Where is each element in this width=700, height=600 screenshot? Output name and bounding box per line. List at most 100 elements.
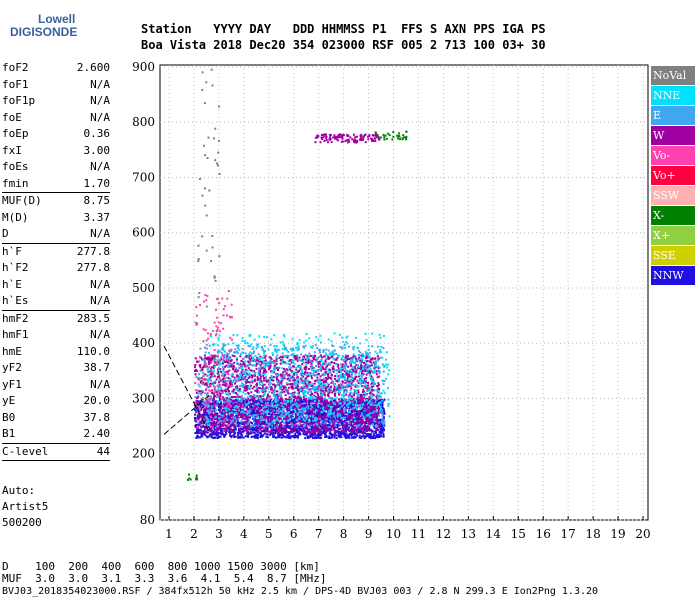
data-point [197, 427, 200, 430]
data-point [294, 425, 297, 428]
data-point [194, 423, 197, 426]
data-point [378, 375, 381, 378]
param-key: yF1 [2, 377, 22, 391]
data-point [297, 389, 300, 392]
x-tick-label: 6 [290, 527, 298, 541]
data-point [369, 417, 372, 420]
data-point [221, 389, 224, 392]
data-point [276, 369, 279, 372]
x-tick-label: 2 [190, 527, 198, 541]
x-tick-label: 18 [585, 527, 600, 541]
param-row: D N/A [2, 226, 110, 243]
data-point [262, 397, 265, 400]
data-point [288, 396, 291, 399]
data-point [312, 408, 315, 411]
data-point [230, 435, 233, 438]
data-point [247, 360, 250, 363]
data-point [219, 410, 222, 413]
data-point [263, 432, 266, 435]
data-point [326, 427, 329, 430]
data-point [296, 410, 299, 413]
param-row: h`F2 277.8 [2, 260, 110, 277]
data-point [323, 355, 326, 358]
data-point [223, 389, 226, 392]
data-point [252, 431, 255, 434]
data-point [287, 431, 290, 434]
data-point [229, 431, 232, 434]
data-point [261, 403, 264, 406]
data-point [213, 428, 216, 431]
data-point [256, 435, 259, 438]
data-point [294, 395, 297, 398]
data-point [220, 404, 223, 407]
data-point [341, 380, 344, 383]
data-point [269, 364, 272, 367]
param-row: B1 2.40 [2, 426, 110, 443]
data-point [240, 432, 243, 435]
data-point [324, 377, 327, 380]
legend-item: X- [651, 206, 695, 225]
data-point [238, 425, 241, 428]
param-row: yE 20.0 [2, 393, 110, 410]
data-point [332, 422, 335, 425]
param-row: M(D) 3.37 [2, 210, 110, 227]
data-point [269, 430, 272, 433]
data-point [340, 400, 343, 403]
data-point [301, 430, 304, 433]
data-point [295, 368, 298, 371]
data-point [213, 375, 216, 378]
data-point [194, 419, 197, 422]
data-point [244, 435, 247, 438]
data-point [298, 412, 301, 415]
data-point [323, 432, 326, 435]
data-point [280, 397, 283, 400]
data-point [322, 416, 325, 419]
data-point [334, 400, 337, 403]
data-point [351, 424, 354, 427]
param-key: foF2 [2, 61, 29, 74]
data-point [240, 360, 243, 363]
data-point [307, 435, 310, 438]
param-key: foEp [2, 127, 29, 140]
data-point [381, 403, 384, 406]
param-key: h`E [2, 277, 22, 291]
data-point [366, 359, 369, 362]
data-point [342, 426, 345, 429]
data-point [361, 421, 364, 424]
data-point [356, 434, 359, 437]
data-point [341, 424, 344, 427]
data-point [240, 371, 243, 374]
data-point [249, 421, 252, 424]
data-point [353, 426, 356, 429]
data-point [274, 386, 277, 389]
data-point [196, 428, 199, 431]
data-point [270, 388, 273, 391]
data-point [209, 433, 212, 436]
data-point [270, 398, 273, 401]
data-point [196, 417, 199, 420]
data-point [214, 424, 217, 427]
data-point [232, 399, 235, 402]
data-point [297, 380, 300, 383]
data-point [242, 436, 245, 439]
data-point [316, 392, 319, 395]
data-point [239, 436, 242, 439]
data-point [210, 366, 213, 369]
param-value: N/A [90, 227, 110, 240]
data-point [328, 435, 331, 438]
data-point [280, 433, 283, 436]
data-point [220, 423, 223, 426]
data-point [247, 434, 250, 437]
param-value: 1.70 [83, 176, 111, 190]
data-point [285, 368, 288, 371]
data-point [308, 423, 311, 426]
data-point [221, 396, 224, 399]
data-point [364, 404, 367, 407]
data-point [235, 391, 238, 394]
data-point [213, 425, 216, 428]
x-tick-label: 16 [536, 527, 551, 541]
data-point [327, 374, 330, 377]
data-point [291, 382, 294, 385]
data-point [318, 415, 321, 418]
data-point [301, 404, 304, 407]
